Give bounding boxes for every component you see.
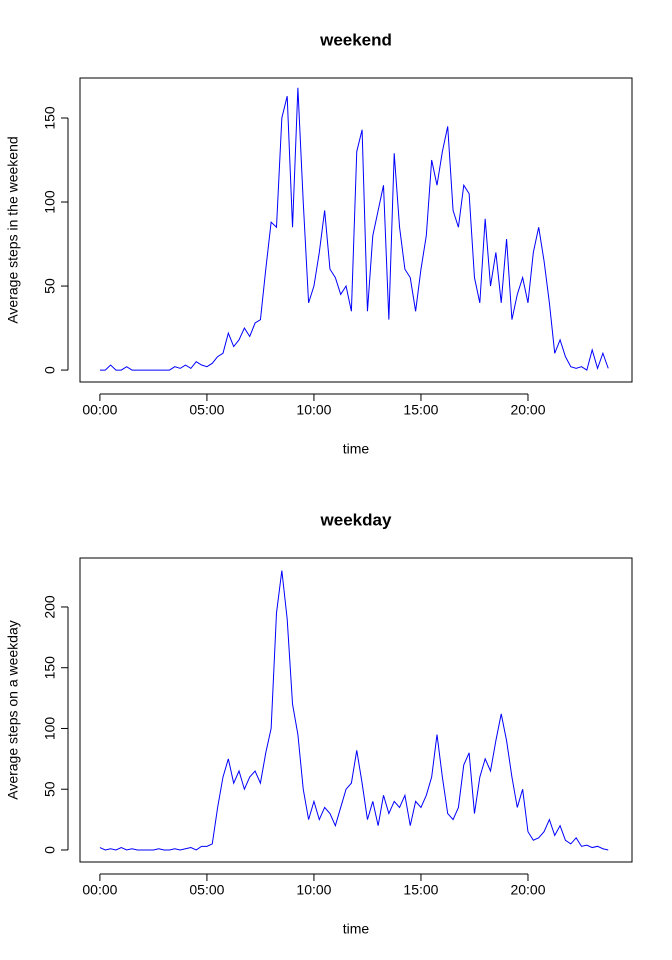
x-tick-label: 15:00: [403, 882, 438, 898]
data-line: [99, 87, 609, 371]
y-axis-label: Average steps in the weekend: [5, 136, 21, 323]
x-axis-label: time: [343, 441, 370, 457]
x-tick-label: 10:00: [296, 882, 331, 898]
x-tick-label: 00:00: [82, 882, 117, 898]
y-tick-label: 100: [42, 717, 58, 741]
x-tick-label: 20:00: [510, 882, 545, 898]
y-tick-label: 0: [42, 846, 58, 854]
x-axis-label: time: [343, 921, 370, 937]
x-tick-label: 20:00: [510, 402, 545, 418]
plot-box: [79, 557, 633, 863]
chart-title: weekday: [320, 510, 392, 529]
y-tick-label: 0: [42, 366, 58, 374]
x-tick-label: 15:00: [403, 402, 438, 418]
x-tick-label: 00:00: [82, 402, 117, 418]
chart-title: weekend: [319, 30, 392, 49]
x-tick-label: 05:00: [189, 402, 224, 418]
y-tick-label: 150: [42, 106, 58, 130]
y-tick-label: 200: [42, 595, 58, 619]
y-tick-label: 100: [42, 190, 58, 214]
data-line: [99, 570, 609, 851]
plot-box: [79, 77, 633, 383]
x-tick-label: 05:00: [189, 882, 224, 898]
y-axis-label: Average steps on a weekday: [5, 620, 21, 800]
y-tick-label: 50: [42, 781, 58, 797]
x-tick-label: 10:00: [296, 402, 331, 418]
y-tick-label: 150: [42, 656, 58, 680]
y-tick-label: 50: [42, 278, 58, 294]
